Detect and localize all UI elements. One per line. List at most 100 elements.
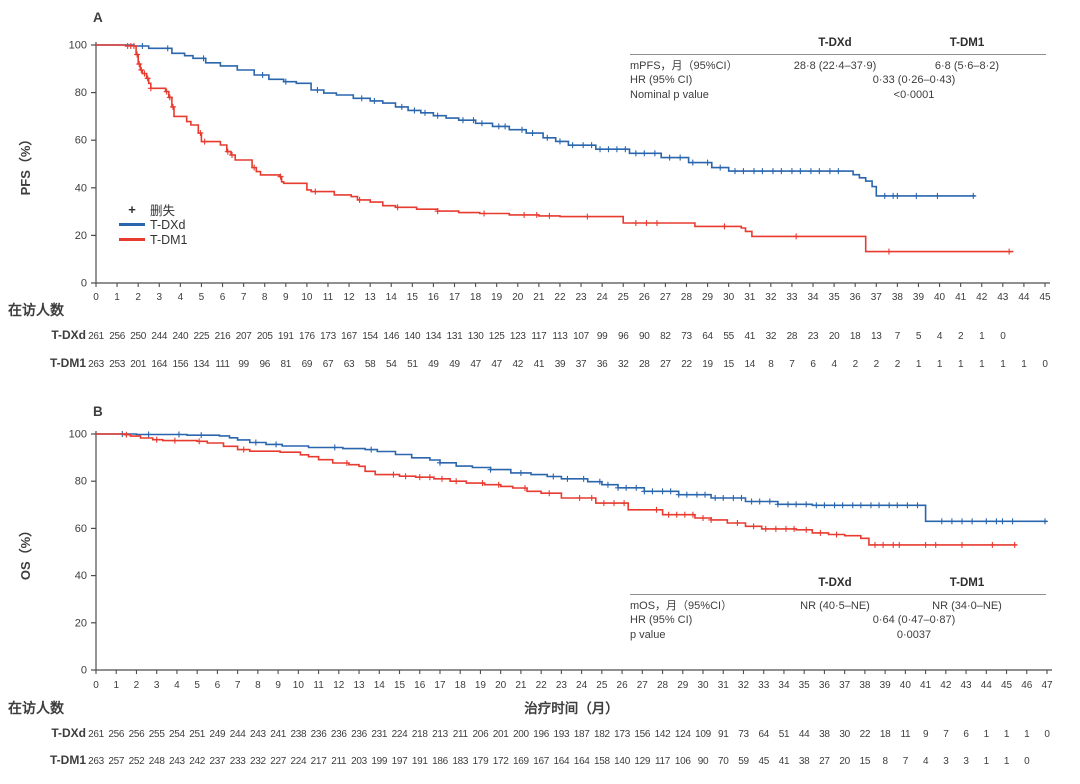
svg-text:1: 1 bbox=[114, 292, 120, 303]
svg-text:236: 236 bbox=[351, 729, 368, 740]
svg-text:51: 51 bbox=[407, 359, 418, 370]
svg-text:6: 6 bbox=[215, 680, 221, 691]
svg-text:100: 100 bbox=[69, 429, 87, 441]
svg-text:73: 73 bbox=[738, 729, 749, 740]
svg-text:38: 38 bbox=[799, 756, 810, 767]
svg-text:63: 63 bbox=[344, 359, 355, 370]
svg-text:A: A bbox=[93, 10, 103, 25]
svg-text:24: 24 bbox=[597, 292, 609, 303]
os-stats-mos-t-dxd: NR (40·5–NE) bbox=[800, 599, 870, 612]
svg-text:40: 40 bbox=[75, 570, 87, 582]
svg-text:28: 28 bbox=[787, 331, 798, 342]
svg-text:26: 26 bbox=[639, 292, 651, 303]
svg-text:18: 18 bbox=[455, 680, 467, 691]
svg-text:42: 42 bbox=[513, 359, 524, 370]
svg-text:201: 201 bbox=[130, 359, 147, 370]
svg-text:27: 27 bbox=[660, 359, 671, 370]
svg-text:16: 16 bbox=[414, 680, 426, 691]
svg-text:6: 6 bbox=[963, 729, 969, 740]
svg-text:233: 233 bbox=[230, 756, 247, 767]
svg-text:8: 8 bbox=[255, 680, 261, 691]
stats-header-rule bbox=[630, 53, 1046, 55]
svg-text:27: 27 bbox=[637, 680, 649, 691]
svg-text:44: 44 bbox=[1018, 292, 1030, 303]
svg-text:29: 29 bbox=[702, 292, 714, 303]
pfs-stats-hr-value: 0·33 (0·26–0·43) bbox=[872, 74, 956, 86]
svg-text:38: 38 bbox=[892, 292, 904, 303]
svg-text:1: 1 bbox=[1004, 756, 1010, 767]
svg-text:41: 41 bbox=[955, 292, 967, 303]
svg-text:124: 124 bbox=[675, 729, 692, 740]
svg-text:0: 0 bbox=[93, 680, 99, 691]
svg-text:1: 1 bbox=[1000, 359, 1006, 370]
svg-text:0: 0 bbox=[81, 665, 87, 677]
svg-text:58: 58 bbox=[365, 359, 376, 370]
svg-text:45: 45 bbox=[1001, 680, 1013, 691]
os-stats-hr-label: HR (95% CI) bbox=[630, 614, 693, 626]
svg-text:156: 156 bbox=[172, 359, 189, 370]
svg-text:5: 5 bbox=[199, 292, 205, 303]
svg-text:130: 130 bbox=[468, 331, 485, 342]
svg-text:22: 22 bbox=[681, 359, 692, 370]
svg-text:46: 46 bbox=[1021, 680, 1033, 691]
svg-text:45: 45 bbox=[758, 756, 769, 767]
svg-text:7: 7 bbox=[235, 680, 241, 691]
svg-text:1: 1 bbox=[1021, 359, 1027, 370]
svg-text:255: 255 bbox=[149, 729, 166, 740]
svg-text:在访人数: 在访人数 bbox=[8, 302, 65, 318]
svg-text:28: 28 bbox=[681, 292, 693, 303]
svg-text:200: 200 bbox=[513, 729, 530, 740]
svg-text:7: 7 bbox=[943, 729, 949, 740]
svg-text:32: 32 bbox=[766, 331, 777, 342]
svg-text:111: 111 bbox=[215, 359, 230, 370]
svg-text:治疗时间（月）: 治疗时间（月） bbox=[524, 700, 619, 716]
t-dm1-line-swatch bbox=[119, 238, 145, 241]
svg-text:4: 4 bbox=[923, 756, 929, 767]
svg-text:73: 73 bbox=[681, 331, 692, 342]
svg-text:30: 30 bbox=[697, 680, 709, 691]
svg-text:206: 206 bbox=[473, 729, 490, 740]
svg-text:23: 23 bbox=[808, 331, 819, 342]
svg-text:199: 199 bbox=[371, 756, 388, 767]
svg-text:40: 40 bbox=[75, 182, 87, 194]
svg-text:31: 31 bbox=[718, 680, 730, 691]
svg-text:243: 243 bbox=[250, 729, 267, 740]
legend-item-t-dm1: T-DM1 bbox=[116, 232, 188, 247]
svg-text:218: 218 bbox=[412, 729, 429, 740]
svg-text:8: 8 bbox=[262, 292, 268, 303]
svg-text:20: 20 bbox=[839, 756, 850, 767]
svg-text:23: 23 bbox=[556, 680, 568, 691]
svg-text:15: 15 bbox=[860, 756, 871, 767]
svg-text:33: 33 bbox=[758, 680, 770, 691]
svg-text:2: 2 bbox=[895, 359, 901, 370]
legend-censored-label: 删失 bbox=[150, 204, 176, 218]
svg-text:0: 0 bbox=[1042, 359, 1048, 370]
svg-text:248: 248 bbox=[149, 756, 166, 767]
svg-text:70: 70 bbox=[718, 756, 729, 767]
svg-text:3: 3 bbox=[943, 756, 949, 767]
svg-text:60: 60 bbox=[75, 523, 87, 535]
svg-text:117: 117 bbox=[655, 756, 671, 767]
svg-text:51: 51 bbox=[779, 729, 790, 740]
svg-text:164: 164 bbox=[553, 756, 570, 767]
svg-text:167: 167 bbox=[533, 756, 550, 767]
svg-text:211: 211 bbox=[331, 756, 347, 767]
svg-text:27: 27 bbox=[819, 756, 830, 767]
svg-text:T-DXd: T-DXd bbox=[51, 726, 86, 740]
svg-text:18: 18 bbox=[850, 331, 861, 342]
svg-text:142: 142 bbox=[655, 729, 672, 740]
os-stats-mos-t-dm1: NR (34·0–NE) bbox=[932, 599, 1002, 612]
svg-text:164: 164 bbox=[151, 359, 168, 370]
svg-text:31: 31 bbox=[744, 292, 756, 303]
svg-text:5: 5 bbox=[916, 331, 922, 342]
svg-text:90: 90 bbox=[698, 756, 709, 767]
svg-text:37: 37 bbox=[839, 680, 851, 691]
svg-text:186: 186 bbox=[432, 756, 449, 767]
svg-text:21: 21 bbox=[515, 680, 527, 691]
pfs-legend: + 删失 T-DXd T-DM1 bbox=[116, 202, 188, 247]
svg-text:24: 24 bbox=[576, 680, 588, 691]
svg-text:OS（%）: OS（%） bbox=[18, 524, 33, 580]
svg-text:19: 19 bbox=[475, 680, 487, 691]
censor-plus-icon: + bbox=[128, 201, 136, 217]
